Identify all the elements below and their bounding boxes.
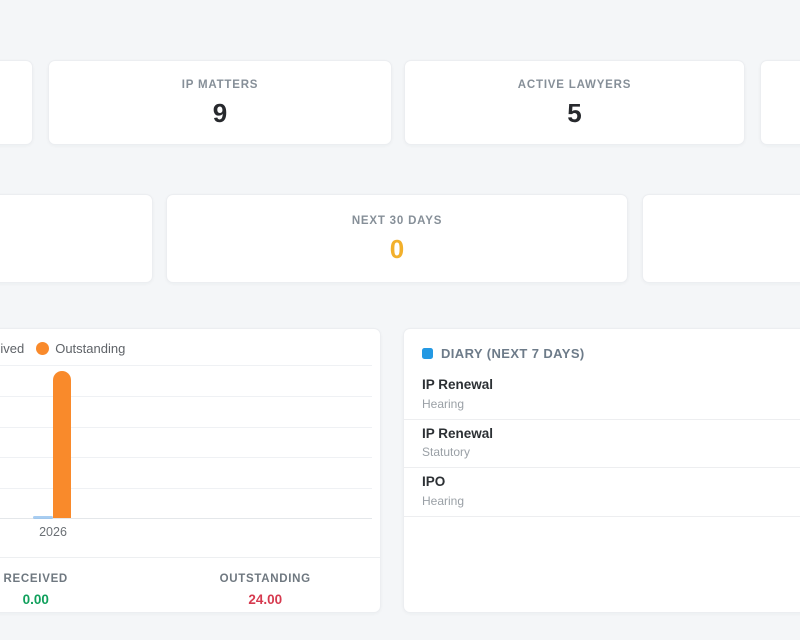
stat-card-value: 0 <box>389 234 405 264</box>
diary-item-title: IP Renewal <box>422 377 494 392</box>
chart-totals: RECEIVED 0.00 OUTSTANDING 24.00 <box>0 565 380 607</box>
stat-card-value: 5 <box>567 98 582 128</box>
legend-label: Outstanding <box>55 341 126 356</box>
diary-list-item[interactable]: IPO Hearing <box>404 468 800 517</box>
bar-received <box>33 516 53 519</box>
diary-icon <box>422 348 433 359</box>
stat-card-next-30-days[interactable]: NEXT 30 DAYS 0 <box>166 194 628 283</box>
stat-card-partial-right-1[interactable] <box>760 60 800 145</box>
diary-header: DIARY (NEXT 7 DAYS) <box>404 329 800 371</box>
stat-card-partial-right-2[interactable] <box>642 194 800 283</box>
received-total-value: 0.00 <box>22 592 49 607</box>
stat-card-value: 9 <box>212 98 228 128</box>
received-total-label: RECEIVED <box>3 573 68 585</box>
gridline <box>0 457 372 458</box>
legend-item-outstanding[interactable]: Outstanding <box>36 341 125 356</box>
gridline <box>0 365 372 366</box>
receipts-chart-panel: Received Outstanding 2026 RECEIVED 0.00 <box>0 328 381 613</box>
legend-marker-outstanding-icon <box>36 342 50 355</box>
gridline <box>0 396 372 397</box>
diary-item-subtitle: Statutory <box>422 445 471 460</box>
x-axis-label: 2026 <box>39 525 67 539</box>
divider <box>0 557 380 558</box>
stat-card-active-lawyers[interactable]: ACTIVE LAWYERS 5 <box>404 60 745 145</box>
bar-outstanding <box>53 371 71 518</box>
received-total: RECEIVED 0.00 <box>0 565 151 607</box>
bar-chart-plot <box>0 365 372 519</box>
legend-label: Received <box>0 341 25 356</box>
diary-list-item[interactable]: IP Renewal Hearing <box>404 371 800 420</box>
diary-panel: DIARY (NEXT 7 DAYS) IP Renewal Hearing I… <box>403 328 800 613</box>
stat-card-title: IP MATTERS <box>181 79 259 91</box>
diary-list-item[interactable]: IP Renewal Statutory <box>404 420 800 469</box>
legend-item-received[interactable]: Received <box>0 341 24 356</box>
outstanding-total-value: 24.00 <box>248 592 283 607</box>
gridline <box>0 427 372 428</box>
diary-item-subtitle: Hearing <box>422 396 465 411</box>
stat-card-title: NEXT 30 DAYS <box>351 215 443 227</box>
outstanding-total: OUTSTANDING 24.00 <box>151 565 381 607</box>
diary-item-subtitle: Hearing <box>422 493 465 508</box>
diary-title: DIARY (NEXT 7 DAYS) <box>441 346 585 361</box>
outstanding-total-label: OUTSTANDING <box>219 573 311 585</box>
diary-item-title: IPO <box>422 474 446 490</box>
chart-legend: Received Outstanding <box>0 341 125 356</box>
stat-card-ip-matters[interactable]: IP MATTERS 9 <box>48 60 392 145</box>
stat-card-title: ACTIVE LAWYERS <box>517 79 632 91</box>
gridline <box>0 488 372 489</box>
diary-item-title: IP Renewal <box>422 425 494 441</box>
stat-card-partial-left-2[interactable] <box>0 194 153 283</box>
stat-card-partial-left-1[interactable] <box>0 60 33 145</box>
